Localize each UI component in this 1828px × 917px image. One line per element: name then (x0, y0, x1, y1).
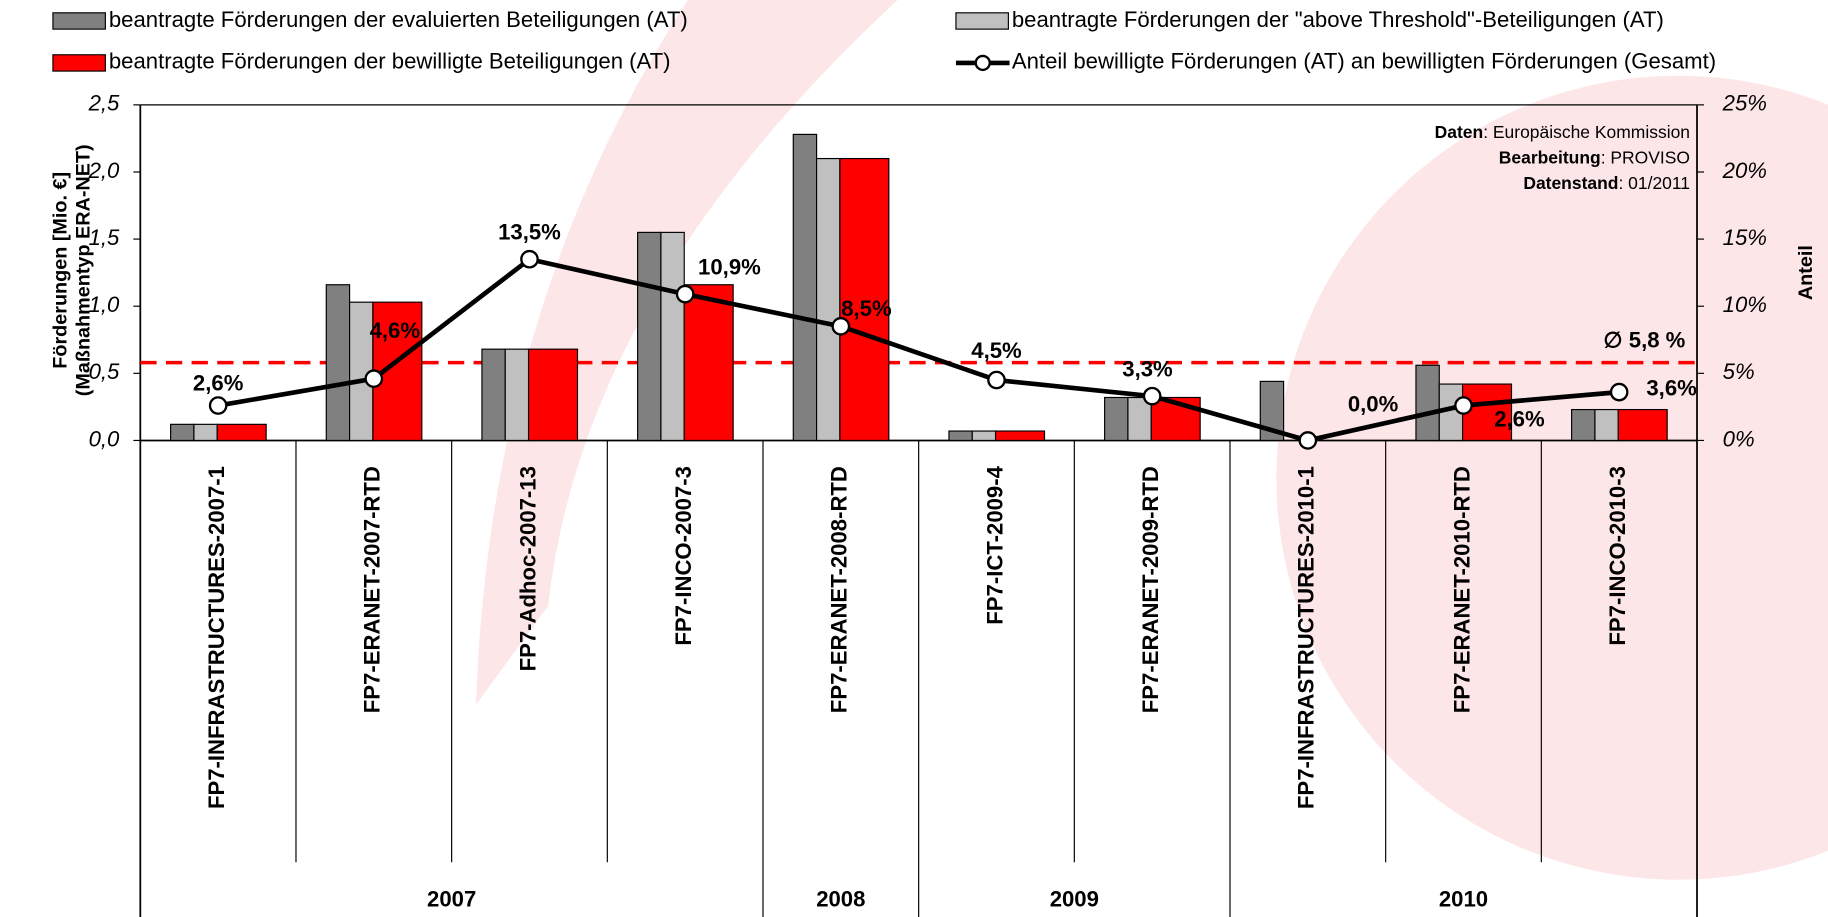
bar (326, 285, 349, 441)
bar (817, 159, 840, 441)
bar (1416, 365, 1439, 440)
line-marker (366, 371, 382, 387)
bar (505, 349, 528, 440)
x-tick-label: FP7-INCO-2007-3 (671, 466, 696, 646)
legend-swatch (53, 55, 105, 71)
line-marker (1300, 432, 1316, 448)
bar (1618, 410, 1667, 441)
bar (1105, 397, 1128, 440)
source-text: : PROVISO (1601, 147, 1690, 167)
y2-tick-label: 0% (1723, 426, 1755, 451)
group-label: 2007 (427, 887, 476, 912)
legend-swatch (53, 13, 105, 29)
source-note: Bearbeitung: PROVISO (1499, 147, 1690, 167)
group-label: 2010 (1439, 887, 1488, 912)
data-label: 13,5% (498, 219, 561, 244)
body: Förderungen [Mio. €] (Maßnahmentyp ERA-N… (0, 0, 1828, 917)
legend-label: beantragte Förderungen der "above Thresh… (1012, 7, 1664, 32)
y-tick-label: 2,5 (88, 91, 120, 116)
x-tick-label: FP7-ERANET-2007-RTD (360, 466, 385, 713)
y2-tick-label: 25% (1722, 91, 1767, 116)
line-marker (1611, 384, 1627, 400)
group-label: 2008 (816, 887, 865, 912)
data-label: 2,6% (193, 370, 244, 395)
legend-swatch (976, 56, 990, 70)
x-tick-label: FP7-ERANET-2010-RTD (1449, 466, 1474, 713)
y2-tick-label: 10% (1723, 292, 1767, 317)
y-tick-label: 1,0 (89, 292, 120, 317)
data-label: 8,5% (841, 296, 892, 321)
y-axis-title: Förderungen [Mio. €] (49, 172, 71, 369)
source-text: : 01/2011 (1618, 173, 1690, 193)
source-note: Daten: Europäische Kommission (1435, 121, 1690, 141)
y2-tick-label: 20% (1722, 158, 1767, 183)
y-tick-label: 0,5 (89, 359, 120, 384)
source-key: Datenstand (1523, 173, 1618, 193)
y2-tick-label: 5% (1723, 359, 1755, 384)
x-tick-label: FP7-INFRASTRUCTURES-2010-1 (1294, 466, 1319, 809)
y-tick-label: 2,0 (88, 158, 120, 183)
bar (638, 232, 661, 440)
data-label: 4,6% (370, 318, 421, 343)
legend-label: Anteil bewilligte Förderungen (AT) an be… (1012, 49, 1716, 74)
bar (171, 424, 194, 440)
data-label: 0,0% (1348, 391, 1399, 416)
x-tick-label: FP7-Adhoc-2007-13 (515, 466, 540, 671)
data-label: 2,6% (1494, 407, 1545, 432)
x-tick-label: FP7-ERANET-2009-RTD (1138, 466, 1163, 713)
page: Förderungen ERA-NET {"chart_data": { "ty… (0, 0, 1828, 917)
legend-label: beantragte Förderungen der bewilligte Be… (109, 49, 671, 74)
bar (793, 134, 816, 440)
source-key: Daten (1435, 121, 1484, 141)
source-note: Datenstand: 01/2011 (1523, 173, 1690, 193)
y-tick-label: 1,5 (89, 225, 120, 250)
group-label: 2009 (1050, 887, 1099, 912)
bar (1572, 410, 1595, 441)
source-text: : Europäische Kommission (1483, 121, 1690, 141)
x-tick-label: FP7-ICT-2009-4 (982, 465, 1007, 624)
x-tick-label: FP7-INCO-2010-3 (1605, 466, 1630, 646)
average-label: ∅ 5,8 % (1603, 327, 1685, 352)
bar (194, 424, 217, 440)
x-tick-label: FP7-ERANET-2008-RTD (827, 466, 852, 713)
y-tick-label: 0,0 (89, 426, 120, 451)
source-key: Bearbeitung (1499, 147, 1601, 167)
bg-circle (1276, 76, 1828, 880)
bar (684, 285, 733, 441)
bar (972, 431, 995, 440)
line-marker (1144, 388, 1160, 404)
legend-label: beantragte Förderungen der evaluierten B… (109, 7, 688, 32)
legend-swatch (956, 13, 1008, 29)
data-label: 4,5% (971, 338, 1022, 363)
data-label: 10,9% (698, 254, 761, 279)
bar (482, 349, 505, 440)
line-marker (677, 286, 693, 302)
line-marker (1455, 397, 1471, 413)
bar (217, 424, 266, 440)
bar (661, 232, 684, 440)
chart: Förderungen [Mio. €] (Maßnahmentyp ERA-N… (0, 0, 1828, 917)
line-marker (210, 397, 226, 413)
line-marker (988, 372, 1004, 388)
bar (529, 349, 578, 440)
x-tick-label: FP7-INFRASTRUCTURES-2007-1 (204, 466, 229, 809)
bar (949, 431, 972, 440)
bar (996, 431, 1045, 440)
line-marker (521, 251, 537, 267)
bar (1595, 410, 1618, 441)
data-label: 3,6% (1646, 376, 1697, 401)
y2-axis-title: Anteil (1795, 245, 1817, 300)
y2-tick-label: 15% (1723, 225, 1767, 250)
data-label: 3,3% (1122, 356, 1173, 381)
